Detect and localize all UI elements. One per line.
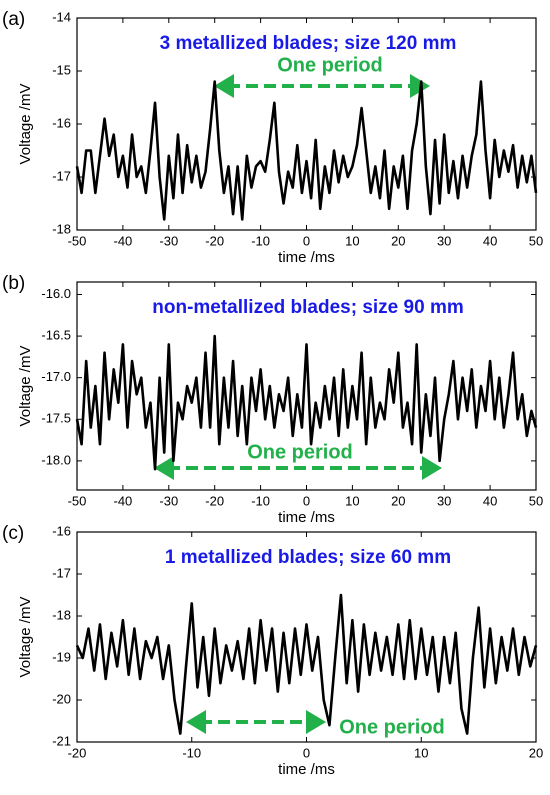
x-tick-label: -40 [114,493,133,508]
x-tick-label: 10 [345,233,359,248]
x-tick-label: 20 [529,745,543,760]
y-tick-label: -17.5 [41,411,71,426]
annotation: One period [277,54,383,76]
x-tick-label: 10 [345,493,359,508]
y-tick-label: -18.0 [41,452,71,467]
arrow-head [214,74,234,98]
x-tick-label: 10 [414,745,428,760]
x-tick-label: -20 [68,745,87,760]
panel-title: non-metallized blades; size 90 mm [152,297,463,318]
annotation: One period [247,441,353,463]
x-tick-label: -20 [205,493,224,508]
y-tick-label: -19 [52,649,71,664]
panel-title: 1 metallized blades; size 60 mm [165,547,451,568]
y-tick-label: -17.0 [41,369,71,384]
x-tick-label: 40 [483,493,497,508]
x-tick-label: 20 [391,233,405,248]
y-tick-label: -16.0 [41,286,71,301]
x-tick-label: 40 [483,233,497,248]
x-tick-label: -10 [182,745,201,760]
y-tick-label: -17 [52,565,71,580]
panel-title: 3 metallized blades; size 120 mm [160,33,457,54]
x-axis-label: time /ms [278,249,335,266]
arrow-head [186,710,206,734]
y-tick-label: -14 [52,9,71,24]
x-tick-label: -10 [251,493,270,508]
x-tick-label: 50 [529,493,543,508]
y-tick-label: -16 [52,523,71,538]
x-tick-label: 0 [303,493,310,508]
y-tick-label: -15 [52,62,71,77]
x-tick-label: -30 [159,233,178,248]
y-tick-label: -18 [52,607,71,622]
arrow-head [422,456,442,480]
panel-label: (c) [2,523,24,544]
x-tick-label: -20 [205,233,224,248]
x-tick-label: 30 [437,233,451,248]
x-tick-label: -50 [68,493,87,508]
x-tick-label: 20 [391,493,405,508]
y-axis-label: Voltage /mV [17,346,34,427]
x-tick-label: -10 [251,233,270,248]
y-tick-label: -20 [52,691,71,706]
panel-label: (b) [2,273,25,294]
x-tick-label: -30 [159,493,178,508]
signal-line [75,593,538,735]
y-tick-label: -16.5 [41,328,71,343]
x-tick-label: 0 [303,745,310,760]
panel-label: (a) [2,9,25,30]
x-tick-label: -50 [68,233,87,248]
y-tick-label: -17 [52,168,71,183]
signal-line [75,80,538,221]
arrow-head [154,456,174,480]
x-tick-label: 30 [437,493,451,508]
x-axis-label: time /ms [278,509,335,526]
signal-line [75,334,538,471]
annotation: One period [339,716,445,738]
y-tick-label: -18 [52,221,71,236]
x-tick-label: -40 [114,233,133,248]
x-axis-label: time /ms [278,761,335,778]
y-tick-label: -21 [52,733,71,748]
y-tick-label: -16 [52,115,71,130]
x-tick-label: 50 [529,233,543,248]
y-axis-label: Voltage /mV [17,597,34,678]
arrow-head [306,710,326,734]
y-axis-label: Voltage /mV [17,84,34,165]
x-tick-label: 0 [303,233,310,248]
